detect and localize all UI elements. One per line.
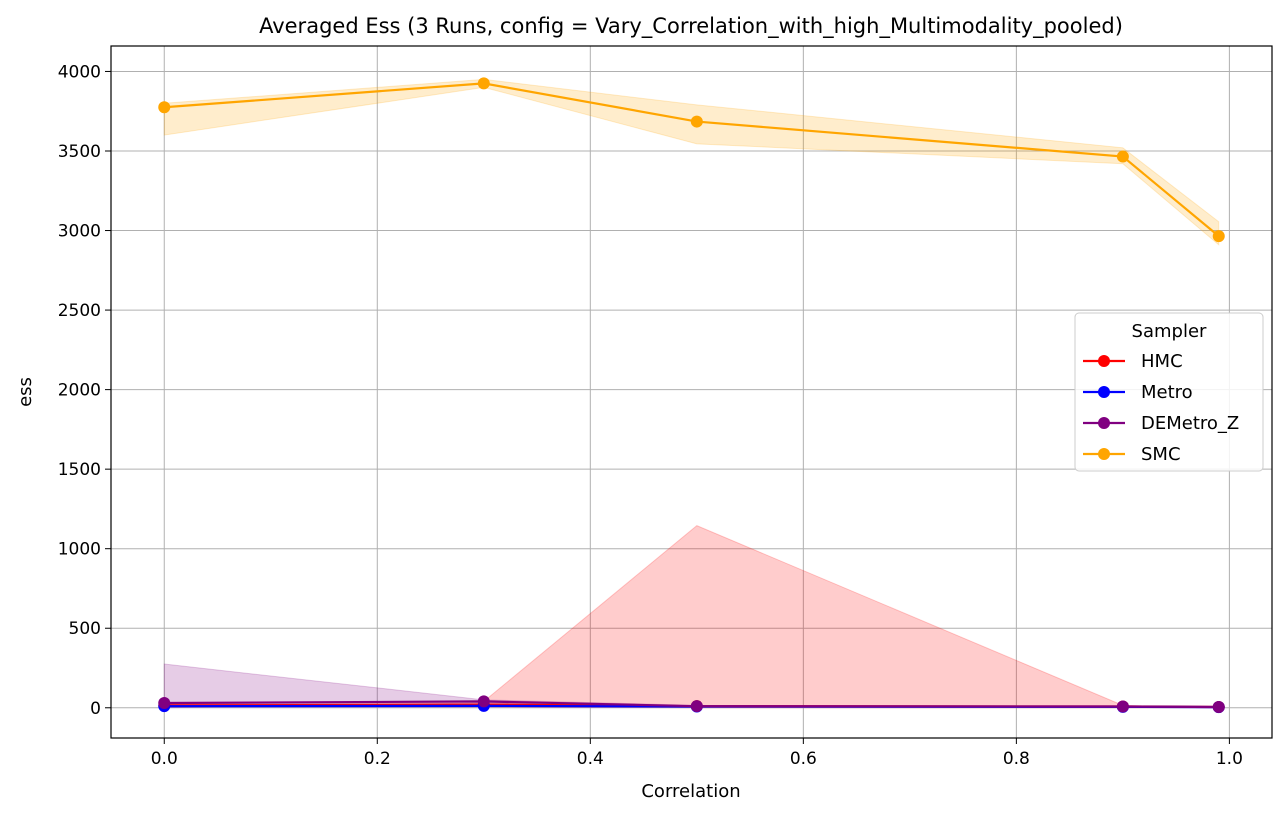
x-tick-label: 0.4 (577, 749, 604, 769)
legend-box (1074, 312, 1264, 472)
y-tick-label: 1500 (58, 460, 101, 480)
point-smc (690, 115, 703, 128)
legend-label-hmc: HMC (1141, 351, 1183, 372)
x-axis-label: Correlation (641, 781, 740, 802)
legend-items: HMC Metro DEMetro_Z SMC (1083, 351, 1239, 465)
legend-marker-smc (1098, 448, 1110, 460)
band-smc (163, 78, 1220, 246)
chart-title: Averaged Ess (3 Runs, config = Vary_Corr… (259, 14, 1123, 39)
y-tick-label: 2000 (58, 381, 101, 401)
legend-label-metro: Metro (1141, 382, 1193, 403)
point-demetro-z (1212, 700, 1225, 713)
legend-marker-metro (1098, 386, 1110, 398)
point-smc (1116, 150, 1129, 163)
point-smc (158, 101, 171, 114)
y-tick-label: 3000 (58, 222, 101, 242)
y-tick-label: 2500 (58, 301, 101, 321)
y-axis-label: ess (15, 377, 36, 407)
point-demetro-z (477, 695, 490, 708)
x-tick-label: 0.6 (790, 749, 817, 769)
series-lines (158, 77, 1225, 714)
x-tick-label: 0.8 (1003, 749, 1030, 769)
x-tick-label: 1.0 (1216, 749, 1243, 769)
point-demetro-z (690, 700, 703, 713)
legend-marker-demetro-z (1098, 417, 1110, 429)
point-smc (1212, 230, 1225, 243)
point-demetro-z (158, 697, 171, 710)
y-tick-label: 3500 (58, 142, 101, 162)
point-demetro-z (1116, 700, 1129, 713)
legend-title: Sampler (1132, 321, 1207, 342)
legend-marker-hmc (1098, 355, 1110, 367)
x-tick-label: 0.2 (364, 749, 391, 769)
legend-label-smc: SMC (1141, 444, 1181, 465)
x-tick-label: 0.0 (151, 749, 178, 769)
axis-ticks: 0.0 0.2 0.4 0.6 0.8 1.0 0 500 1000 1500 2000 2500 30… (58, 62, 1243, 769)
legend-label-demetro-z: DEMetro_Z (1141, 413, 1239, 434)
y-tick-label: 0 (90, 699, 101, 719)
legend: Sampler HMC Metro DEMetro_Z SMC (1074, 312, 1264, 472)
y-tick-label: 500 (69, 619, 101, 639)
plot-area-frame (110, 45, 1273, 739)
point-smc (477, 77, 490, 90)
y-tick-label: 1000 (58, 540, 101, 560)
y-tick-label: 4000 (58, 62, 101, 82)
